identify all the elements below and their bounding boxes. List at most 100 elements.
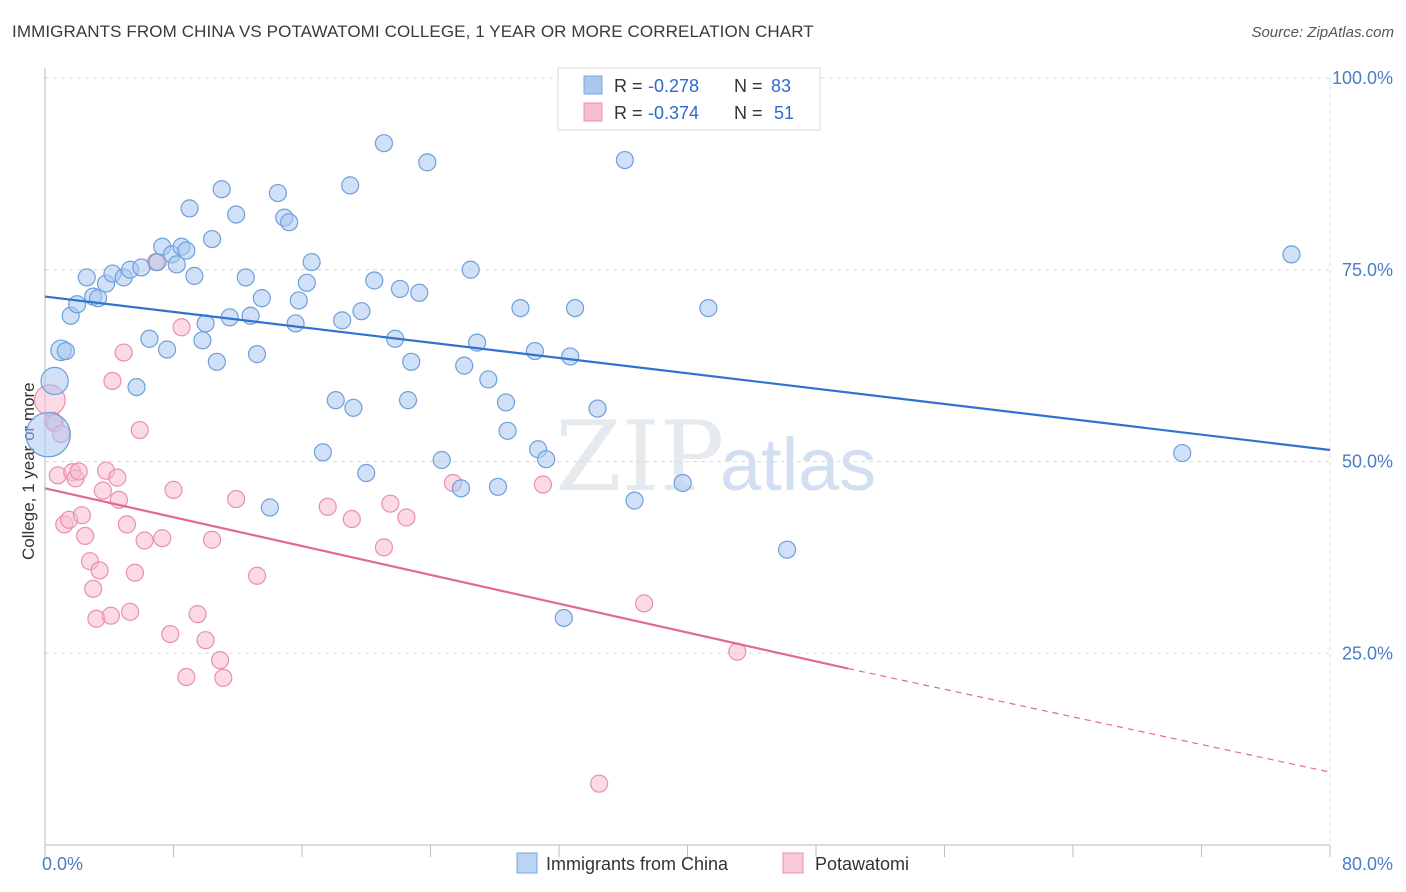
china-point-61 [455, 356, 474, 375]
china-point-23 [180, 199, 199, 218]
series-potawatomi-points [33, 252, 747, 793]
potawatomi-point-42 [342, 509, 361, 529]
china-point-45 [326, 391, 345, 410]
legend-swatch-potawatomi [583, 102, 603, 122]
china-point-46 [333, 311, 352, 330]
potawatomi-point-22 [114, 343, 133, 362]
china-point-31 [227, 205, 246, 224]
potawatomi-point-15 [90, 561, 109, 580]
china-point-48 [344, 398, 363, 417]
x-tick-labels: 0.0% 80.0% [42, 854, 1393, 874]
potawatomi-point-16 [93, 481, 112, 500]
china-point-1 [40, 366, 69, 396]
potawatomi-point-30 [161, 624, 180, 644]
china-point-69 [525, 341, 545, 361]
legend-n-value-china: 83 [771, 76, 791, 96]
series-legend-swatch-potawatomi [782, 852, 804, 874]
china-point-51 [365, 271, 384, 290]
potawatomi-point-10 [72, 506, 92, 525]
china-point-55 [398, 391, 418, 410]
china-point-27 [202, 229, 222, 249]
china-point-32 [236, 268, 255, 287]
china-trend-line [44, 295, 1331, 452]
china-point-14 [132, 258, 151, 277]
potawatomi-point-36 [202, 530, 222, 549]
potawatomi-point-19 [103, 371, 122, 391]
china-point-37 [268, 183, 288, 203]
legend-r-value-china: -0.278 [648, 76, 699, 96]
china-point-79 [699, 299, 718, 318]
china-point-68 [511, 299, 530, 318]
china-point-82 [1282, 245, 1301, 264]
potawatomi-point-18 [101, 606, 120, 625]
china-point-64 [479, 370, 498, 389]
potawatomi-point-39 [227, 489, 246, 509]
series-legend-label-potawatomi: Potawatomi [815, 854, 909, 874]
potawatomi-point-35 [196, 631, 215, 650]
china-point-66 [496, 393, 516, 412]
potawatomi-point-20 [108, 468, 127, 487]
china-point-73 [561, 347, 580, 366]
grid-lines [45, 77, 1331, 845]
series-legend-label-china: Immigrants from China [546, 854, 729, 874]
china-point-24 [185, 266, 204, 285]
china-point-29 [212, 180, 231, 199]
x-tick-label-1: 80.0% [1342, 854, 1393, 874]
potawatomi-point-25 [125, 563, 145, 582]
china-point-54 [390, 279, 410, 299]
potawatomi-point-37 [210, 651, 230, 670]
potawatomi-point-33 [177, 667, 196, 687]
stats-legend: R = -0.278 N = 83 R = -0.374 N = 51 [557, 67, 821, 131]
china-point-15 [140, 329, 159, 348]
china-point-41 [289, 291, 308, 310]
legend-n-label-china: N = [734, 76, 763, 96]
china-point-35 [252, 289, 271, 308]
legend-n-label-potawatomi: N = [734, 103, 763, 123]
potawatomi-point-43 [374, 538, 394, 557]
series-legend: Immigrants from China Potawatomi [516, 852, 909, 874]
chart-title: IMMIGRANTS FROM CHINA VS POTAWATOMI COLL… [12, 22, 814, 41]
potawatomi-point-13 [84, 579, 103, 598]
china-point-5 [68, 295, 87, 314]
y-axis-label: College, 1 year or more [19, 382, 38, 560]
y-tick-label-2: 75.0% [1342, 260, 1393, 280]
potawatomi-point-34 [188, 605, 207, 624]
watermark-atlas: atlas [720, 423, 876, 506]
y-tick-label-3: 100.0% [1332, 68, 1393, 88]
x-tick-label-0: 0.0% [42, 854, 83, 874]
source-label: Source: ZipAtlas.com [1251, 24, 1394, 41]
legend-r-label-potawatomi: R = [614, 103, 643, 123]
series-china-points [25, 134, 1301, 628]
potawatomi-point-49 [635, 594, 654, 613]
legend-r-value-potawatomi: -0.374 [648, 103, 699, 123]
potawatomi-point-48 [590, 774, 609, 793]
china-point-43 [302, 252, 321, 272]
potawatomi-point-31 [164, 480, 183, 499]
potawatomi-point-44 [381, 494, 400, 513]
china-point-81 [1173, 443, 1192, 463]
china-point-34 [247, 345, 267, 364]
potawatomi-point-47 [533, 475, 553, 494]
china-point-71 [537, 450, 556, 469]
potawatomi-point-11 [76, 526, 95, 545]
potawatomi-point-24 [121, 602, 140, 621]
china-point-67 [498, 421, 517, 440]
watermark: ZIP atlas [555, 401, 876, 513]
china-point-40 [286, 314, 305, 333]
china-point-3 [56, 341, 75, 361]
potawatomi-point-23 [117, 515, 137, 534]
y-tick-labels: 25.0% 50.0% 75.0% 100.0% [1332, 68, 1393, 663]
potawatomi-point-40 [247, 566, 267, 585]
china-point-59 [432, 450, 451, 470]
legend-n-value-potawatomi: 51 [774, 103, 794, 123]
china-point-42 [297, 273, 316, 292]
legend-r-label-china: R = [614, 76, 643, 96]
china-point-78 [673, 473, 692, 493]
potawatomi-point-9 [69, 462, 88, 481]
china-point-0 [25, 411, 71, 458]
china-point-6 [77, 268, 96, 287]
china-point-74 [565, 299, 585, 318]
china-point-57 [410, 283, 429, 302]
china-point-39 [280, 213, 299, 232]
